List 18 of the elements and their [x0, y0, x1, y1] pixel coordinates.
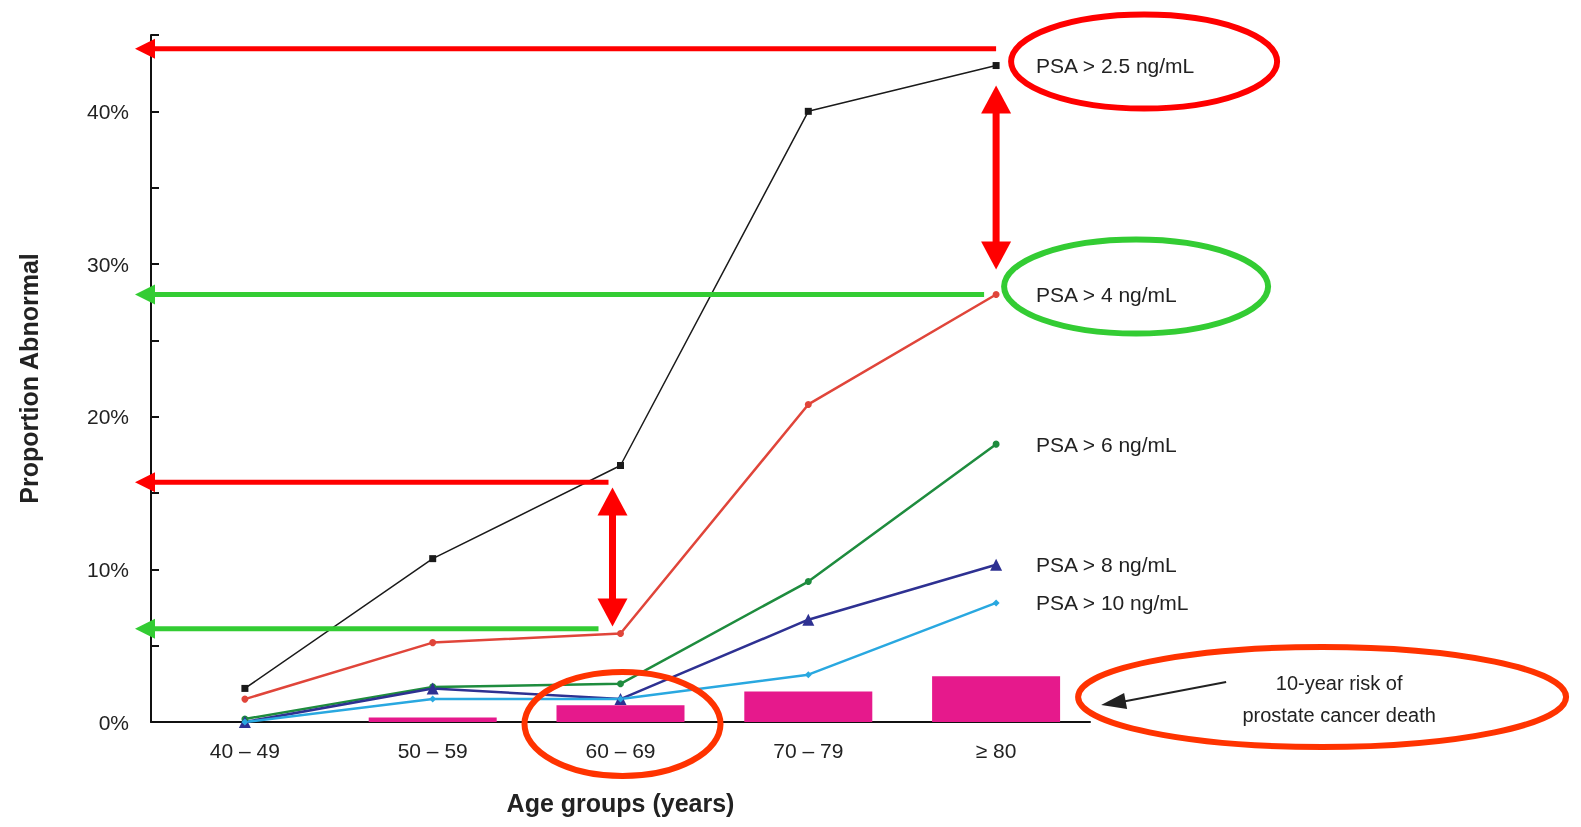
y-tick-label: 0%	[98, 710, 129, 734]
series-label: PSA > 8 ng/mL	[1036, 553, 1177, 577]
x-tick-label: 70 – 79	[773, 739, 844, 762]
y-axis-title: Proportion Abnormal	[14, 253, 43, 504]
series-label: PSA > 10 ng/mL	[1036, 591, 1189, 615]
x-axis-title: Age groups (years)	[506, 788, 735, 817]
y-tick-label: 30%	[86, 252, 129, 276]
x-tick-label: ≥ 80	[975, 739, 1017, 762]
y-tick-label: 10%	[86, 557, 129, 581]
series-label: PSA > 6 ng/mL	[1036, 432, 1177, 456]
x-tick-label: 60 – 69	[585, 739, 656, 762]
series-label: PSA > 4 ng/mL	[1036, 283, 1177, 307]
x-tick-label: 50 – 59	[397, 739, 468, 762]
y-tick-label: 20%	[86, 405, 129, 429]
series-label: PSA > 2.5 ng/mL	[1036, 54, 1195, 78]
y-tick-label: 40%	[86, 99, 129, 123]
x-tick-label: 40 – 49	[209, 739, 280, 762]
text: 10-year risk of prostate cancer death	[1242, 672, 1436, 727]
